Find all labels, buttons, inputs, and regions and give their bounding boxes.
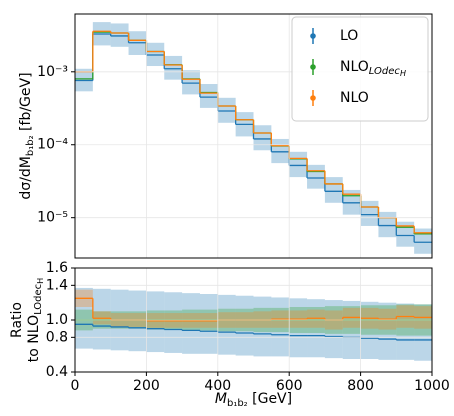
legend-label: LO [340, 28, 358, 44]
frame [74, 13, 433, 259]
legend-label: NLOLOdecH [340, 59, 406, 78]
y-label-sub: LOdec [33, 284, 44, 315]
error-band [146, 291, 165, 353]
y-label-main: dσ/dM [18, 156, 34, 199]
y-tick-label: 0.4 [46, 364, 68, 380]
x-label-main: M [215, 391, 227, 407]
error-band [324, 177, 343, 203]
x-tick-label: 400 [204, 378, 231, 394]
error-band [199, 84, 218, 108]
y-axis-label: Ratio [9, 302, 25, 338]
y-label-sub: b₁b₂ [25, 135, 36, 156]
error-band [396, 303, 415, 360]
error-band [378, 302, 397, 360]
error-band [289, 151, 308, 178]
plot-area [75, 287, 432, 361]
y-axis-label: dσ/dMb₁b₂ [fb/GeV] [18, 72, 36, 199]
y-tick-label: 10⁻⁵ [37, 210, 68, 226]
x-tick-label: 1000 [414, 378, 450, 394]
error-band [414, 304, 432, 361]
error-band [92, 288, 111, 350]
error-band [378, 211, 397, 238]
error-band [164, 55, 183, 80]
legend-marker [310, 64, 316, 70]
error-band [182, 70, 200, 95]
error-band [360, 200, 379, 226]
y-tick-label: 1.6 [46, 260, 68, 276]
x-label-sub: b₁b₂ [227, 398, 248, 409]
error-band [217, 294, 236, 355]
y-label-unit: [fb/GeV] [18, 72, 34, 135]
y-axis-label: to NLOLOdecH [26, 278, 45, 362]
error-band [199, 294, 218, 354]
x-tick-label: 0 [71, 378, 80, 394]
error-band [110, 23, 129, 47]
y-label-main: to NLO [26, 315, 42, 362]
legend-marker [310, 95, 316, 101]
legend-name: NLO [340, 90, 369, 106]
x-axis-label: Mb₁b₂ [GeV] [215, 391, 292, 409]
error-band [75, 287, 93, 349]
error-band [235, 295, 254, 356]
error-band [253, 296, 272, 357]
legend-name: NLO [340, 59, 369, 75]
error-band [414, 228, 432, 254]
legend-sub: LOdec [369, 66, 401, 77]
error-band [307, 299, 325, 358]
error-band [253, 125, 272, 151]
error-band [164, 292, 183, 353]
x-tick-label: 800 [347, 378, 374, 394]
error-band [271, 138, 290, 164]
error-band [342, 300, 361, 359]
error-band [289, 298, 308, 358]
legend-name: LO [340, 28, 358, 44]
legend-label: NLO [340, 90, 369, 106]
error-band [217, 97, 236, 123]
x-tick-label: 200 [133, 378, 160, 394]
y-tick-label: 10⁻³ [37, 64, 68, 80]
plot-area [75, 22, 432, 254]
error-band [182, 293, 200, 354]
y-tick-label: 10⁻⁴ [37, 137, 68, 153]
y-tick-label: 1.0 [46, 312, 68, 328]
error-band [396, 221, 415, 247]
error-band [271, 297, 290, 357]
legend-box [291, 16, 429, 122]
error-band [360, 301, 379, 359]
error-band [307, 164, 325, 189]
error-band [128, 290, 147, 352]
legend-marker [310, 33, 316, 39]
y-tick-label: 1.4 [46, 277, 68, 293]
legend-subsub: H [400, 69, 406, 78]
x-label-unit: [GeV] [248, 391, 292, 407]
y-tick-label: 0.8 [46, 329, 68, 345]
x-tick-label: 600 [276, 378, 303, 394]
frame [74, 267, 433, 373]
y-label-subsub: H [36, 278, 45, 284]
error-band [324, 300, 343, 359]
